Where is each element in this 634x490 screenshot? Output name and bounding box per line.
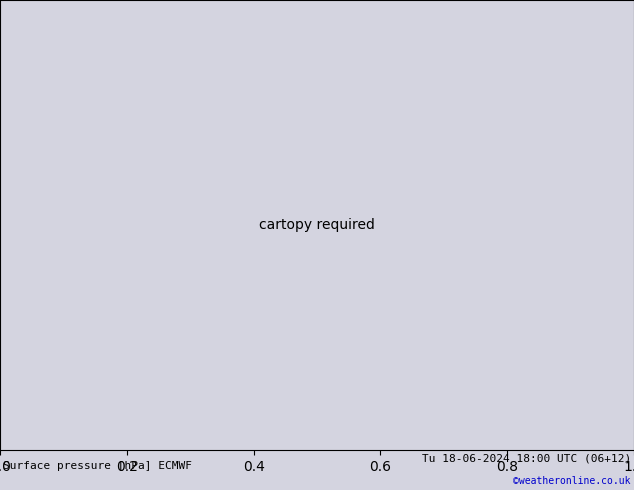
Text: Tu 18-06-2024 18:00 UTC (06+12): Tu 18-06-2024 18:00 UTC (06+12) bbox=[422, 454, 631, 464]
Text: ©weatheronline.co.uk: ©weatheronline.co.uk bbox=[514, 476, 631, 486]
Text: Surface pressure [hPa] ECMWF: Surface pressure [hPa] ECMWF bbox=[3, 461, 192, 471]
Text: cartopy required: cartopy required bbox=[259, 218, 375, 232]
